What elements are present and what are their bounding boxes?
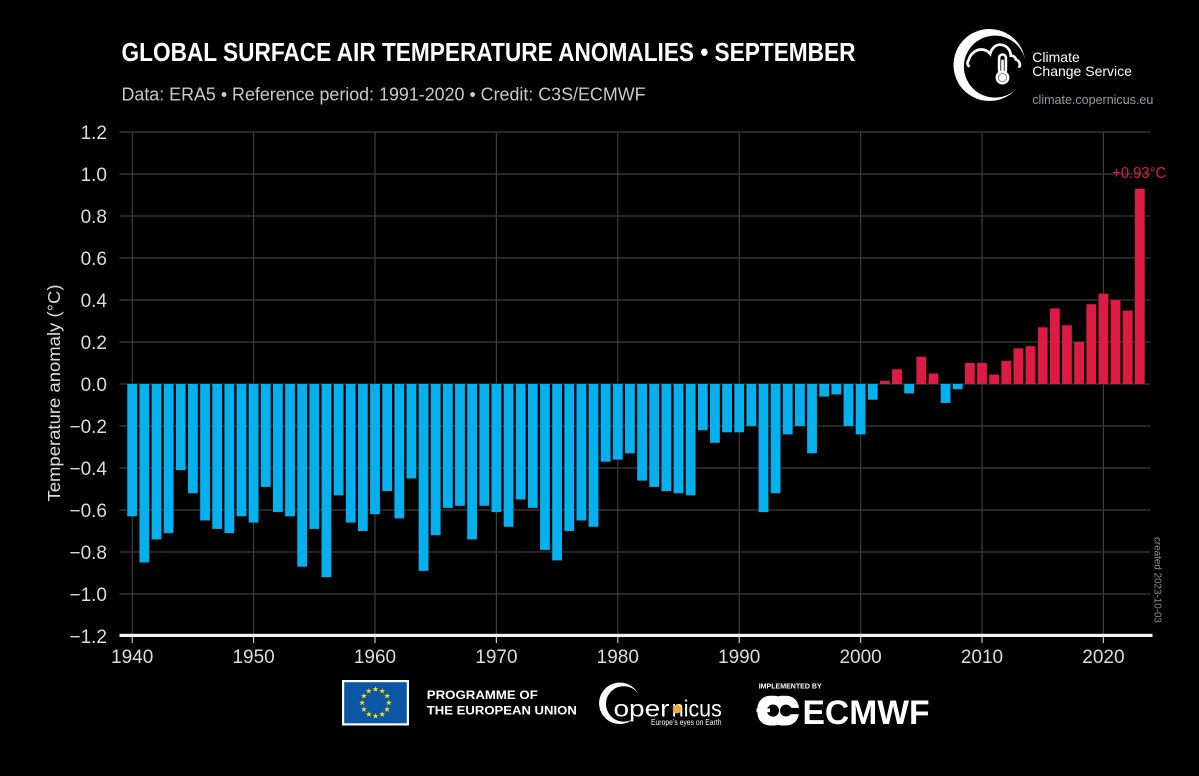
svg-text:1990: 1990 (718, 647, 760, 668)
svg-text:2000: 2000 (839, 647, 881, 668)
svg-text:created 2023-10-03: created 2023-10-03 (1152, 537, 1163, 623)
svg-text:Climate: Climate (1032, 49, 1080, 65)
svg-text:−0.8: −0.8 (69, 543, 107, 564)
svg-text:oper: oper (614, 696, 670, 722)
svg-text:Temperature anomaly (°C): Temperature anomaly (°C) (44, 285, 64, 502)
svg-text:−1.0: −1.0 (69, 585, 107, 606)
svg-text:Change Service: Change Service (1032, 63, 1132, 79)
svg-text:PROGRAMME OF: PROGRAMME OF (427, 688, 538, 702)
svg-text:ECMWF: ECMWF (803, 694, 930, 732)
svg-text:THE EUROPEAN UNION: THE EUROPEAN UNION (427, 704, 577, 718)
svg-text:0.0: 0.0 (81, 375, 107, 396)
svg-text:1950: 1950 (232, 647, 274, 668)
svg-text:−0.4: −0.4 (69, 459, 107, 480)
svg-text:−0.6: −0.6 (69, 501, 107, 522)
svg-text:2020: 2020 (1082, 647, 1124, 668)
svg-text:IMPLEMENTED BY: IMPLEMENTED BY (759, 682, 822, 691)
svg-text:Data: ERA5 • Reference period:: Data: ERA5 • Reference period: 1991-2020… (122, 85, 646, 105)
svg-text:1.2: 1.2 (81, 123, 107, 144)
svg-text:1.0: 1.0 (81, 165, 107, 186)
svg-text:Europe’s eyes on Earth: Europe’s eyes on Earth (651, 718, 722, 727)
svg-text:−1.2: −1.2 (69, 627, 107, 648)
svg-text:1970: 1970 (475, 647, 517, 668)
svg-text:climate.copernicus.eu: climate.copernicus.eu (1032, 92, 1153, 107)
svg-text:GLOBAL SURFACE AIR TEMPERATURE: GLOBAL SURFACE AIR TEMPERATURE ANOMALIES… (122, 37, 856, 67)
svg-text:2010: 2010 (961, 647, 1003, 668)
svg-text:1940: 1940 (111, 647, 153, 668)
svg-text:1960: 1960 (354, 647, 396, 668)
svg-text:−0.2: −0.2 (69, 417, 107, 438)
svg-text:0.8: 0.8 (81, 207, 107, 228)
svg-text:+0.93°C: +0.93°C (1112, 165, 1166, 182)
svg-text:0.6: 0.6 (81, 249, 107, 270)
svg-text:0.4: 0.4 (81, 291, 108, 312)
svg-text:1980: 1980 (597, 647, 639, 668)
svg-text:0.2: 0.2 (81, 333, 107, 354)
